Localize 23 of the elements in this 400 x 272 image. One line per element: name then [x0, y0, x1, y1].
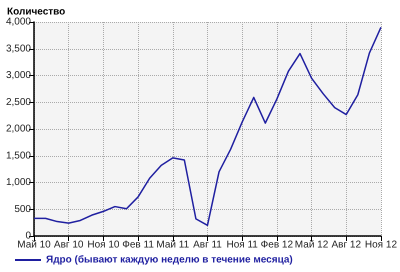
- y-tick-label: 0: [25, 230, 32, 242]
- x-tick-label: Май 10: [17, 240, 52, 250]
- legend-label: Ядро (бывают каждую неделю в течение месяца): [46, 254, 293, 266]
- y-tick-label: 2,500: [6, 96, 32, 108]
- y-tick-label: 1,500: [6, 150, 32, 162]
- line-series: [33, 26, 382, 226]
- y-tick-label: 2,000: [6, 124, 32, 134]
- y-tick-label: 3,000: [6, 70, 32, 81]
- x-tick-label: Авг 12: [331, 240, 362, 250]
- y-tick-label: 3,500: [6, 43, 32, 54]
- y-tick-label: 4,000: [6, 16, 32, 28]
- x-tick-label: Май 11: [156, 240, 190, 250]
- x-tick-label: Май 12: [294, 240, 329, 250]
- y-tick-label: 1,000: [6, 177, 32, 188]
- x-tick-label: Авг 10: [54, 240, 84, 250]
- y-axis-title: Количество: [7, 6, 66, 18]
- x-tick-label: Ноя 11: [226, 240, 258, 250]
- y-tick-label: 500: [14, 204, 32, 215]
- x-tick-label: Ноя 10: [87, 240, 120, 250]
- x-tick-label: Фев 11: [122, 240, 154, 250]
- x-tick-label: Фев 12: [260, 240, 294, 250]
- x-tick-label: Авг 11: [193, 240, 222, 250]
- x-tick-label: Ноя 12: [364, 240, 398, 250]
